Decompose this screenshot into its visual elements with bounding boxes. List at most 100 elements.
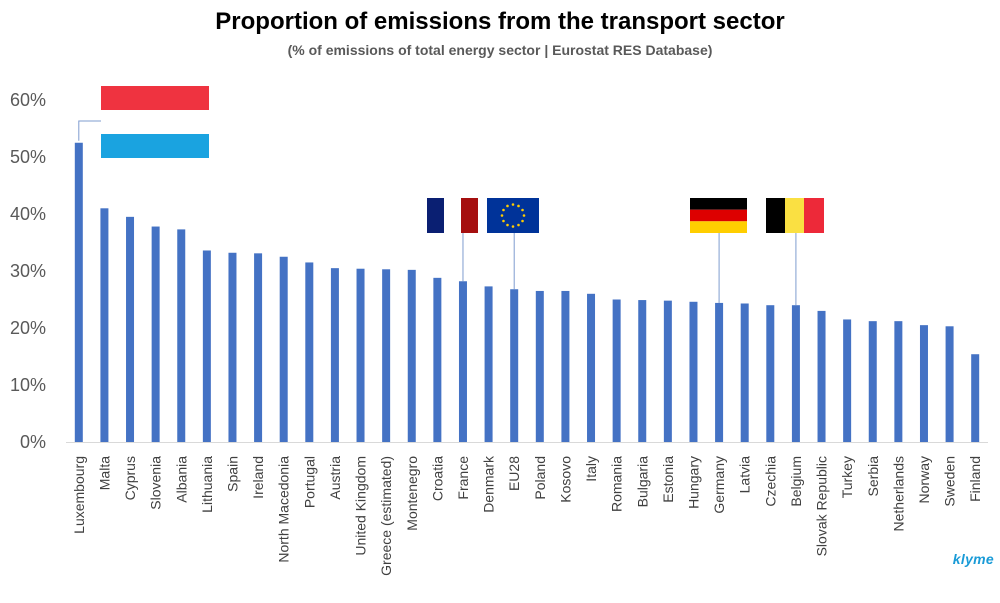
- chart-subtitle: (% of emissions of total energy sector |…: [287, 42, 713, 58]
- x-tick-label: Lithuania: [199, 456, 215, 513]
- bar: [971, 354, 980, 442]
- x-tick-label: Albania: [173, 456, 189, 503]
- x-tick-label: Poland: [532, 456, 548, 500]
- x-tick-label: Estonia: [660, 456, 676, 503]
- x-tick-label: Italy: [583, 456, 599, 482]
- bar: [612, 299, 621, 442]
- bar: [433, 277, 442, 442]
- bar: [510, 289, 519, 442]
- x-tick-label: Croatia: [429, 456, 445, 501]
- x-tick-label: Luxembourg: [71, 456, 87, 534]
- x-tick-label: Sweden: [942, 456, 958, 507]
- x-tick-label: Montenegro: [404, 456, 420, 531]
- x-tick-label: Finland: [967, 456, 983, 502]
- bar-series: [74, 142, 980, 442]
- y-tick-label: 40%: [10, 204, 46, 224]
- bar: [638, 300, 647, 442]
- bar: [663, 300, 672, 442]
- bar: [228, 252, 237, 442]
- bar: [305, 262, 314, 442]
- bar: [740, 303, 749, 442]
- bar: [535, 290, 544, 442]
- bar: [74, 142, 83, 442]
- bar: [202, 250, 211, 442]
- eu-star: [506, 223, 509, 227]
- x-tick-label: Malta: [96, 456, 112, 490]
- eu-star: [511, 203, 515, 206]
- bar: [843, 319, 852, 442]
- bar: [868, 321, 877, 442]
- bar: [561, 290, 570, 442]
- x-tick-label: Turkey: [839, 456, 855, 498]
- eu-star: [500, 214, 504, 217]
- eu-star: [506, 204, 509, 208]
- x-tick-label: Germany: [711, 456, 727, 514]
- belgium-flag: [766, 198, 824, 233]
- x-tick-label: Norway: [916, 456, 932, 503]
- flag-annotations: [78, 86, 824, 306]
- france-flag: [427, 198, 478, 233]
- y-tick-label: 10%: [10, 375, 46, 395]
- y-tick-label: 30%: [10, 261, 46, 281]
- bar: [919, 325, 928, 442]
- bar: [715, 302, 724, 442]
- x-tick-label: Bulgaria: [634, 456, 650, 508]
- x-tick-label: Greece (estimated): [378, 456, 394, 576]
- flag-leader-lines: [78, 120, 797, 306]
- x-tick-label: Romania: [609, 456, 625, 512]
- bar: [766, 305, 775, 442]
- eu-star: [511, 225, 515, 228]
- x-tick-label: Latvia: [737, 456, 753, 494]
- bar: [126, 216, 135, 442]
- bar: [177, 229, 186, 442]
- x-tick-label: Ireland: [250, 456, 266, 499]
- germany-flag: [690, 198, 747, 233]
- bar: [458, 281, 467, 442]
- x-tick-label: Denmark: [481, 455, 497, 513]
- bar: [100, 208, 109, 442]
- y-tick-label: 60%: [10, 90, 46, 110]
- y-axis: 0% 10% 20% 30% 40% 50% 60%: [10, 90, 988, 452]
- x-tick-label: EU28: [506, 456, 522, 491]
- x-axis-labels: Luxembourg Malta Cyprus Slovenia Albania Lith…: [71, 455, 983, 576]
- eu-flag: [487, 198, 539, 233]
- bar: [587, 293, 596, 442]
- x-tick-label: Slovenia: [148, 456, 164, 510]
- bar: [791, 305, 800, 442]
- bar: [151, 226, 160, 442]
- x-tick-label: Belgium: [788, 456, 804, 507]
- bar: [356, 268, 365, 442]
- bar: [689, 301, 698, 442]
- x-tick-label: United Kingdom: [353, 456, 369, 556]
- bar: [484, 286, 493, 442]
- y-tick-label: 20%: [10, 318, 46, 338]
- bar: [330, 268, 339, 442]
- x-tick-label: Cyprus: [122, 456, 138, 500]
- chart-title: Proportion of emissions from the transpo…: [215, 8, 785, 35]
- eu-star: [502, 219, 505, 223]
- eu-star: [522, 214, 526, 217]
- y-tick-label: 50%: [10, 147, 46, 167]
- x-tick-label: Slovak Republic: [814, 456, 830, 556]
- luxembourg-flag: [101, 86, 209, 158]
- x-tick-label: Kosovo: [557, 456, 573, 503]
- bar: [254, 253, 263, 442]
- x-tick-label: France: [455, 456, 471, 500]
- y-tick-label: 0%: [20, 432, 46, 452]
- bar: [817, 310, 826, 442]
- bar: [945, 326, 954, 442]
- x-tick-label: Hungary: [685, 456, 701, 509]
- eu-star: [521, 208, 524, 212]
- x-tick-label: Serbia: [865, 456, 881, 497]
- x-tick-label: North Macedonia: [276, 456, 292, 563]
- bar: [894, 321, 903, 442]
- bar: [407, 269, 416, 442]
- x-tick-label: Czechia: [762, 456, 778, 507]
- brand-logo: klyme: [952, 551, 994, 567]
- bar: [382, 269, 391, 442]
- eu-star: [521, 219, 524, 223]
- x-tick-label: Netherlands: [890, 456, 906, 532]
- eu-star: [502, 208, 505, 212]
- x-tick-label: Portugal: [301, 456, 317, 508]
